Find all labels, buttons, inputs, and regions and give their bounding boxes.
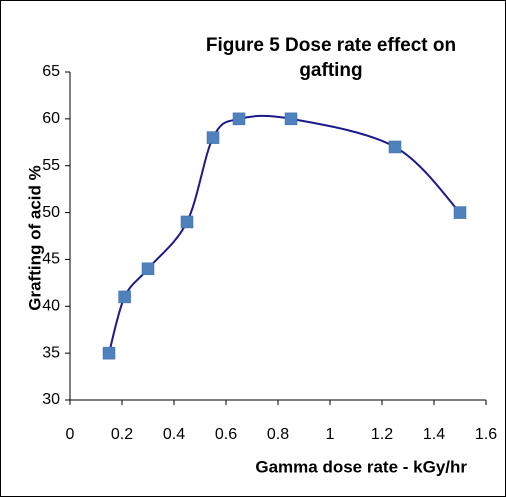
- x-tick-label: 1.6: [475, 426, 497, 443]
- marker: [206, 131, 220, 144]
- x-tick-label: 1.2: [371, 426, 393, 443]
- series-line: [108, 114, 461, 354]
- y-tick-label: 55: [42, 157, 60, 174]
- marker: [118, 290, 131, 304]
- marker: [284, 112, 298, 126]
- marker: [232, 112, 246, 126]
- y-axis-label: Grafting of acid %: [25, 165, 44, 310]
- marker: [102, 346, 116, 360]
- x-tick-label: 1.4: [423, 426, 445, 443]
- x-tick-label: 0: [66, 426, 75, 443]
- y-tick-label: 30: [42, 391, 60, 408]
- y-tick-label: 45: [42, 251, 60, 268]
- x-axis-label: Gamma dose rate - kGy/hr: [255, 457, 467, 476]
- x-tick-label: 1: [326, 426, 335, 443]
- marker: [141, 262, 155, 276]
- y-tick-label: 60: [42, 110, 60, 127]
- x-tick-label: 0.2: [111, 426, 133, 443]
- marker: [388, 140, 402, 154]
- marker: [453, 206, 467, 219]
- x-tick-label: 0.4: [163, 426, 185, 443]
- y-tick-label: 65: [42, 63, 60, 80]
- chart-title: Figure 5 Dose rate effect on gafting: [205, 35, 457, 81]
- x-tick-label: 0.8: [267, 426, 289, 443]
- y-tick-label: 40: [42, 298, 60, 315]
- marker: [180, 215, 194, 229]
- y-tick-label: 35: [42, 344, 60, 361]
- y-tick-label: 50: [42, 204, 60, 221]
- x-tick-label: 0.6: [215, 426, 237, 443]
